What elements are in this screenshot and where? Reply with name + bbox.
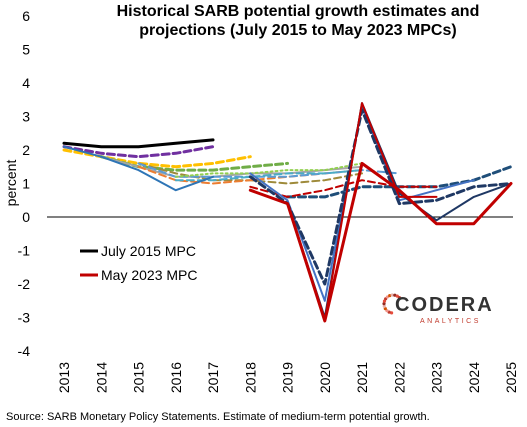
brand-sub: ANALYTICS bbox=[420, 318, 481, 325]
codera-logo: CODERA ANALYTICS bbox=[382, 293, 494, 325]
series-line-16 bbox=[286, 102, 512, 319]
logo-dot bbox=[390, 293, 394, 297]
series-line-10 bbox=[174, 169, 363, 182]
series-line-15 bbox=[248, 108, 513, 286]
brand-name: CODERA bbox=[395, 294, 494, 316]
series-line-9 bbox=[174, 162, 363, 178]
y-tick-label: 0 bbox=[22, 209, 30, 225]
y-tick-label: 2 bbox=[22, 142, 30, 158]
y-tick-label: 3 bbox=[22, 109, 30, 125]
x-tick-label: 2024 bbox=[466, 362, 482, 393]
x-tick-labels: 2013 2014 2015 2016 2017 2018 2019 2020 2021 2022… bbox=[56, 362, 519, 393]
x-tick-label: 2013 bbox=[56, 362, 72, 393]
logo-dot bbox=[393, 293, 397, 297]
y-tick-labels: 6 5 4 3 2 1 0 -1 -2 -3 -4 bbox=[18, 8, 31, 359]
logo-dot bbox=[389, 311, 394, 315]
x-tick-label: 2022 bbox=[391, 362, 407, 393]
x-tick-label: 2020 bbox=[317, 362, 333, 393]
x-tick-label: 2015 bbox=[131, 362, 147, 393]
x-tick-label: 2018 bbox=[242, 362, 258, 393]
x-tick-label: 2023 bbox=[429, 362, 445, 393]
legend-label: May 2023 MPC bbox=[101, 267, 197, 283]
legend-label: July 2015 MPC bbox=[101, 243, 196, 259]
y-axis-label: percent bbox=[3, 160, 19, 207]
logo-dot bbox=[383, 307, 387, 311]
logo-dot bbox=[382, 302, 386, 306]
y-tick-label: 6 bbox=[22, 8, 30, 24]
y-tick-label: 5 bbox=[22, 42, 30, 58]
x-tick-label: 2021 bbox=[354, 362, 370, 393]
series-line-1 bbox=[62, 138, 215, 149]
series-line-11 bbox=[63, 145, 214, 192]
chart-title: Historical SARB potential growth estimat… bbox=[117, 3, 480, 39]
series-lines bbox=[62, 102, 513, 323]
logo-dot bbox=[388, 294, 392, 298]
logo-dot bbox=[397, 296, 401, 300]
y-tick-label: -2 bbox=[18, 276, 31, 292]
series-line-2 bbox=[62, 145, 215, 159]
x-tick-label: 2014 bbox=[93, 362, 109, 393]
chart-title-line-2: projections (July 2015 to May 2023 MPCs) bbox=[139, 22, 456, 39]
y-tick-label: 1 bbox=[22, 176, 30, 192]
x-tick-label: 2025 bbox=[503, 362, 519, 393]
y-tick-label: 4 bbox=[22, 75, 30, 91]
y-tick-label: -3 bbox=[18, 310, 31, 326]
y-tick-label: -1 bbox=[18, 243, 31, 259]
series-line-18 bbox=[286, 102, 438, 322]
source-note: Source: SARB Monetary Policy Statements.… bbox=[6, 411, 430, 423]
x-tick-label: 2016 bbox=[168, 362, 184, 393]
x-tick-label: 2019 bbox=[280, 362, 296, 393]
logo-dot bbox=[382, 304, 386, 308]
x-tick-label: 2017 bbox=[205, 362, 221, 393]
legend: July 2015 MPC May 2023 MPC bbox=[80, 243, 197, 283]
y-tick-label: -4 bbox=[18, 343, 31, 359]
chart-title-line-1: Historical SARB potential growth estimat… bbox=[117, 3, 480, 20]
